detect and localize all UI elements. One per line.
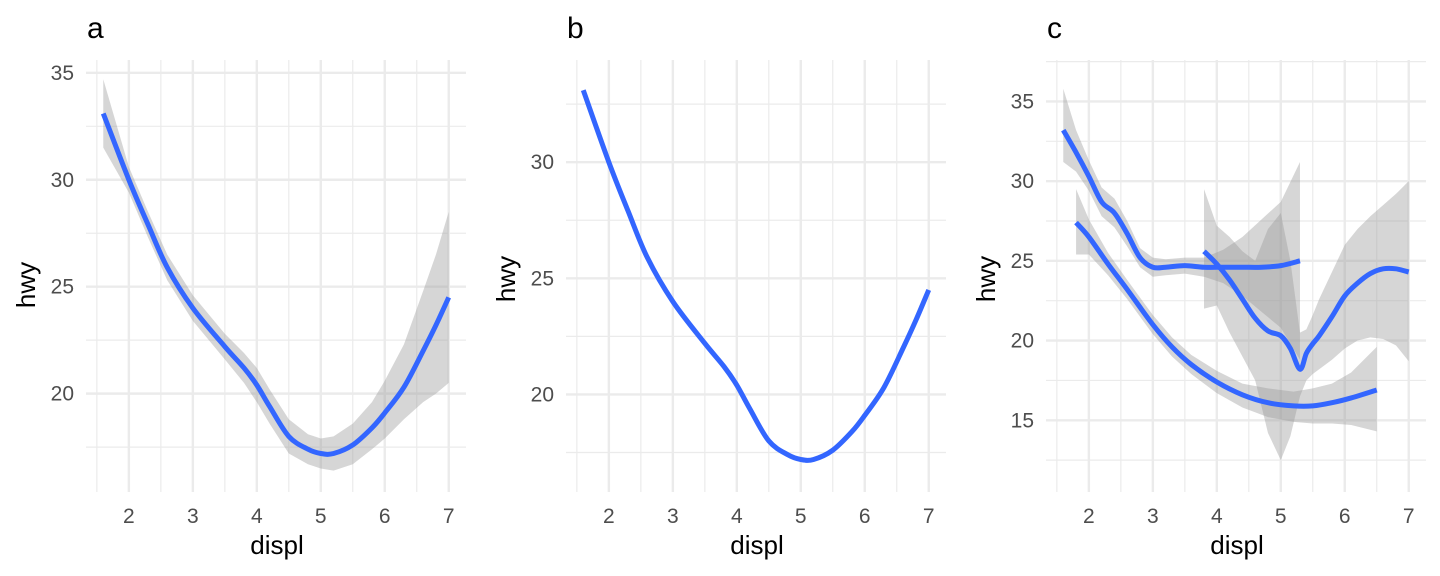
y-tick-label: 25 — [1011, 250, 1034, 273]
y-tick-label: 30 — [531, 151, 554, 174]
panel-b-y-axis-label: hwy — [491, 256, 521, 302]
x-tick-label: 3 — [667, 505, 679, 528]
panel-c-y-axis-label: hwy — [971, 256, 1001, 302]
smooth-line-1 — [580, 89, 932, 463]
y-tick-label: 30 — [1011, 170, 1034, 193]
y-tick-label: 20 — [531, 383, 554, 406]
y-tick-label: 15 — [1011, 409, 1034, 432]
x-tick-label: 7 — [1403, 505, 1415, 528]
panel-b-title: b — [567, 12, 584, 45]
y-tick-label: 25 — [531, 267, 554, 290]
panel-c-grid — [1046, 60, 1426, 492]
panel-b-x-axis-label: displ — [730, 530, 783, 560]
x-tick-label: 6 — [859, 505, 871, 528]
smooth-line-1 — [1061, 128, 1301, 271]
panel-a-x-axis-label: displ — [250, 530, 303, 560]
panel-a-grid — [86, 60, 466, 492]
confidence-band-3 — [1204, 181, 1409, 461]
panel-a-title: a — [87, 12, 104, 45]
smooth-line-2 — [1074, 220, 1378, 409]
y-tick-label: 20 — [51, 383, 74, 406]
smooth-line-1 — [100, 112, 451, 457]
confidence-band-1 — [1063, 88, 1300, 360]
x-tick-label: 2 — [1083, 505, 1095, 528]
x-tick-label: 4 — [731, 505, 743, 528]
x-tick-label: 5 — [795, 505, 807, 528]
panel-c-x-axis-label: displ — [1210, 530, 1263, 560]
x-tick-label: 4 — [1211, 505, 1223, 528]
panel-b-grid — [566, 60, 946, 492]
x-tick-label: 6 — [379, 505, 391, 528]
x-tick-label: 3 — [187, 505, 199, 528]
smooth-line-3 — [1202, 249, 1410, 372]
confidence-band-1 — [103, 79, 449, 471]
y-tick-label: 25 — [51, 276, 74, 299]
panel-a: a displ hwy 2 3 4 5 6 7 20 25 30 35 — [11, 12, 466, 560]
x-tick-label: 6 — [1339, 505, 1351, 528]
y-tick-label: 35 — [1011, 90, 1034, 113]
x-tick-label: 5 — [315, 505, 327, 528]
x-tick-label: 3 — [1147, 505, 1159, 528]
x-tick-label: 2 — [603, 505, 615, 528]
confidence-band-2 — [1076, 189, 1377, 432]
x-tick-label: 7 — [443, 505, 455, 528]
panel-c-title: c — [1047, 12, 1062, 45]
x-tick-label: 4 — [251, 505, 263, 528]
x-tick-label: 5 — [1275, 505, 1287, 528]
x-tick-label: 2 — [123, 505, 135, 528]
y-tick-label: 30 — [51, 169, 74, 192]
x-tick-label: 7 — [923, 505, 935, 528]
panel-b: b displ hwy 2 3 4 5 6 7 20 25 30 — [491, 12, 946, 560]
y-tick-label: 35 — [51, 62, 74, 85]
panel-c: c displ hwy 2 3 4 5 6 7 15 20 25 30 35 — [971, 12, 1426, 560]
panel-a-y-axis-label: hwy — [11, 262, 41, 308]
y-tick-label: 20 — [1011, 330, 1034, 353]
